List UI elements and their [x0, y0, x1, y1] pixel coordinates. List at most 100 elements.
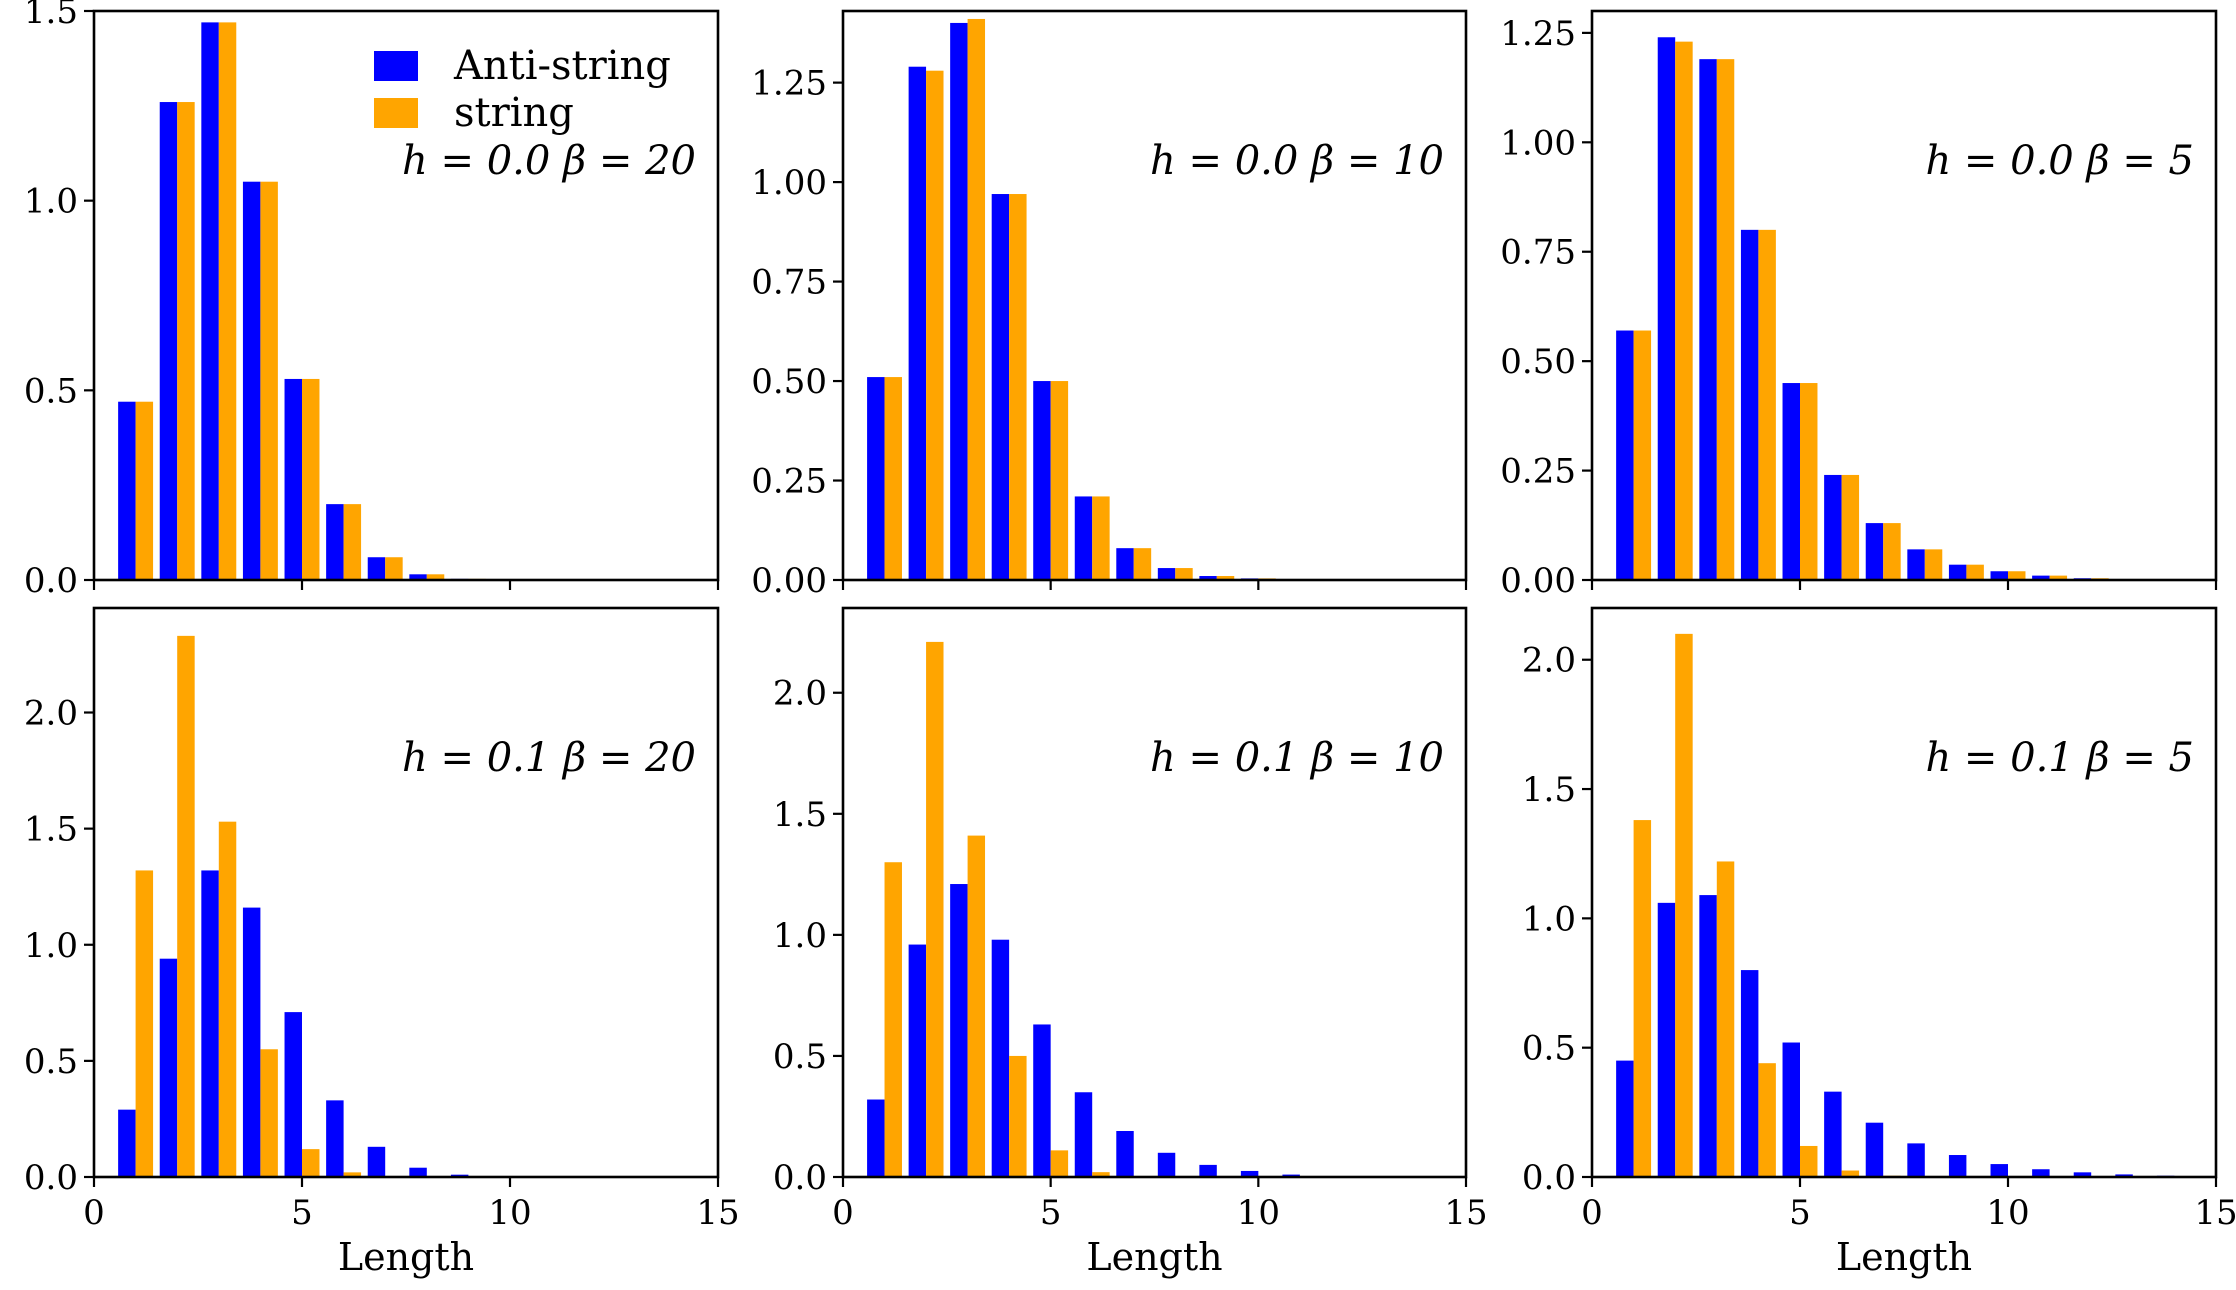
x-axis-label: Length — [338, 1235, 474, 1279]
y-tick-label: 0.25 — [751, 462, 827, 502]
bar-anti-string-9 — [1199, 576, 1217, 580]
bar-string-1 — [135, 870, 154, 1177]
bar-anti-string-1 — [118, 401, 136, 580]
bar-string-4 — [1758, 229, 1776, 580]
y-tick-label: 2.0 — [24, 694, 78, 734]
y-tick-label: 1.00 — [751, 163, 827, 203]
bar-anti-string-1 — [1616, 330, 1634, 580]
bar-string-5 — [1800, 1145, 1818, 1177]
bar-anti-string-6 — [1074, 1092, 1093, 1177]
bar-anti-string-6 — [326, 1100, 344, 1177]
bar-string-5 — [1050, 1150, 1069, 1177]
y-tick-label: 1.5 — [773, 795, 827, 835]
y-tick-label: 0.75 — [751, 263, 827, 303]
y-tick-label: 0.0 — [24, 561, 78, 601]
bar-anti-string-7 — [367, 557, 386, 580]
bar-string-2 — [926, 641, 944, 1177]
bar-string-2 — [177, 102, 195, 580]
bar-string-1 — [884, 377, 902, 580]
bar-anti-string-11 — [2032, 575, 2050, 580]
bar-anti-string-8 — [1907, 549, 1925, 580]
bar-string-5 — [1050, 381, 1069, 580]
bar-string-11 — [2049, 575, 2068, 580]
panel-annotation: h = 0.1 β = 20 — [402, 735, 696, 781]
bar-anti-string-6 — [326, 504, 344, 580]
bar-string-7 — [1133, 548, 1152, 580]
bar-anti-string-4 — [991, 194, 1010, 580]
x-axis-label: Length — [1086, 1235, 1222, 1279]
x-tick-label: 0 — [1581, 1193, 1603, 1233]
bar-anti-string-2 — [908, 944, 927, 1177]
y-tick-label: 0.50 — [751, 362, 827, 402]
bar-anti-string-8 — [409, 1167, 427, 1177]
legend-swatch-anti-string — [374, 51, 418, 81]
panel-annotation: h = 0.1 β = 10 — [1150, 735, 1444, 781]
bar-anti-string-7 — [1865, 1122, 1884, 1177]
y-tick-label: 1.5 — [1522, 770, 1576, 810]
bar-anti-string-5 — [1033, 1024, 1051, 1177]
x-tick-label: 10 — [1986, 1193, 2029, 1233]
bar-anti-string-9 — [1948, 564, 1967, 580]
bar-string-3 — [1716, 861, 1735, 1177]
y-tick-label: 1.5 — [24, 810, 78, 850]
y-tick-label: 1.00 — [1500, 123, 1576, 163]
bar-string-1 — [884, 862, 902, 1177]
panel-annotation: h = 0.0 β = 5 — [1925, 138, 2194, 184]
bar-anti-string-11 — [2032, 1169, 2050, 1177]
bar-anti-string-5 — [1782, 383, 1800, 580]
bar-anti-string-9 — [1199, 1164, 1217, 1177]
bar-anti-string-5 — [1033, 381, 1051, 580]
panel-annotation: h = 0.0 β = 10 — [1150, 138, 1444, 184]
bar-anti-string-7 — [367, 1146, 386, 1177]
y-tick-label: 2.0 — [1522, 641, 1576, 681]
bar-anti-string-3 — [950, 884, 968, 1177]
x-tick-label: 5 — [1040, 1193, 1062, 1233]
bar-anti-string-8 — [1157, 568, 1176, 580]
bar-string-6 — [343, 1172, 362, 1177]
y-tick-label: 1.25 — [751, 64, 827, 104]
bar-anti-string-4 — [242, 181, 261, 580]
panel-4: 0.0 0.5 1.0 1.5 2.0 0 5 10 15 Length h = 0.1 β = 2… — [24, 606, 740, 1279]
bar-string-3 — [218, 821, 237, 1177]
bar-string-5 — [302, 378, 320, 580]
bar-string-3 — [1716, 59, 1735, 580]
axes-frame — [1590, 9, 2218, 582]
legend-swatch-string — [374, 98, 418, 128]
x-tick-label: 0 — [832, 1193, 854, 1233]
bar-anti-string-1 — [867, 377, 885, 580]
y-tick-label: 0.00 — [751, 561, 827, 601]
bar-anti-string-1 — [867, 1099, 885, 1177]
x-tick-label: 15 — [696, 1193, 739, 1233]
bar-anti-string-5 — [284, 378, 302, 580]
bar-anti-string-6 — [1824, 474, 1842, 580]
bar-string-6 — [343, 504, 362, 580]
bar-string-6 — [1841, 1170, 1860, 1177]
bar-string-7 — [1883, 523, 1901, 580]
y-tick-label: 1.5 — [24, 0, 78, 32]
bar-string-8 — [1924, 549, 1943, 580]
bar-string-2 — [177, 635, 195, 1177]
bar-string-4 — [1009, 1055, 1027, 1177]
axes-frame — [841, 606, 1468, 1179]
bar-anti-string-2 — [908, 66, 927, 580]
y-tick-label: 1.0 — [24, 182, 78, 222]
bar-string-6 — [1092, 496, 1110, 580]
bar-anti-string-3 — [201, 870, 219, 1177]
panel-3: 0.00 0.25 0.50 0.75 1.00 1.25 h = 0.0 β = 5 — [1500, 9, 2218, 601]
x-tick-label: 5 — [1789, 1193, 1811, 1233]
bar-string-1 — [1633, 330, 1652, 580]
y-tick-label: 0.5 — [773, 1037, 827, 1077]
bar-anti-string-1 — [1616, 1060, 1634, 1177]
y-tick-label: 0.0 — [24, 1158, 78, 1198]
y-tick-label: 0.5 — [24, 1042, 78, 1082]
bar-string-3 — [967, 18, 986, 580]
panel-1: 0.00.51.01.5h = 0.0 β = 20Anti-stringstr… — [24, 0, 720, 601]
bar-anti-string-1 — [118, 1109, 136, 1177]
bar-anti-string-7 — [1116, 548, 1134, 580]
bar-anti-string-3 — [950, 22, 968, 580]
bar-string-3 — [218, 22, 237, 580]
bar-anti-string-4 — [242, 907, 261, 1177]
bar-anti-string-2 — [1657, 902, 1676, 1177]
bar-string-8 — [1175, 568, 1193, 580]
